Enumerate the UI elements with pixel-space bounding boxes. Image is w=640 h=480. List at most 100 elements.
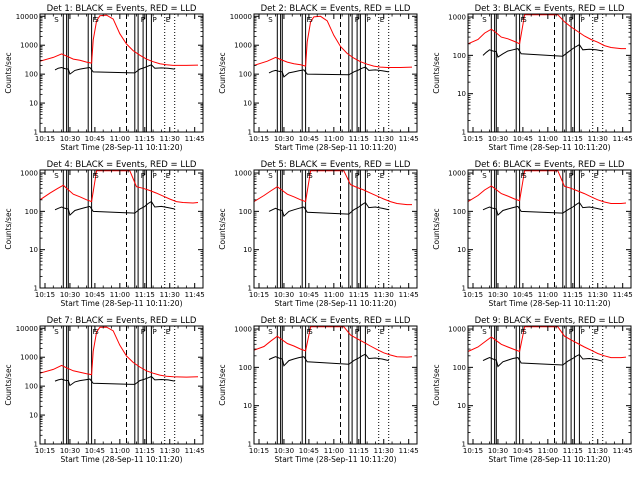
x-tick-label: 11:00 bbox=[324, 447, 344, 455]
y-tick-label: 1000 bbox=[20, 170, 38, 178]
interval-annotation-label: F bbox=[307, 328, 311, 336]
interval-annotation-label: P bbox=[580, 328, 584, 336]
lld-series-line bbox=[253, 326, 413, 358]
x-axis-label: Start Time (28-Sep-11 10:11:20) bbox=[275, 143, 397, 152]
lld-series-line bbox=[39, 326, 199, 378]
interval-annotation-label: F bbox=[93, 328, 97, 336]
interval-annotation-label: S bbox=[308, 16, 313, 24]
interval-annotation-label: P bbox=[580, 16, 584, 24]
x-tick-label: 10:15 bbox=[35, 135, 55, 143]
x-tick-label: 11:30 bbox=[160, 447, 180, 455]
x-tick-label: 11:15 bbox=[135, 447, 155, 455]
x-tick-label: 11:00 bbox=[538, 447, 558, 455]
interval-annotation-label: S bbox=[94, 172, 99, 180]
detector-panel: 1 10 100 1000 10000 10:15 10:30 10:45 11:00 11:15… bbox=[4, 4, 205, 152]
panel-title: Det 2: BLACK = Events, RED = LLD bbox=[261, 4, 411, 14]
interval-annotation-label: P bbox=[141, 328, 145, 336]
interval-annotation-label: P bbox=[366, 172, 370, 180]
interval-annotation-label: S bbox=[268, 328, 273, 336]
x-axis-label: Start Time (28-Sep-11 10:11:20) bbox=[489, 455, 611, 464]
interval-annotation-label: S bbox=[54, 328, 59, 336]
interval-annotation-label: P bbox=[141, 172, 145, 180]
y-tick-label: 1 bbox=[248, 441, 252, 449]
x-tick-label: 10:15 bbox=[463, 135, 483, 143]
y-tick-label: 1 bbox=[34, 129, 38, 137]
y-tick-label: 1000 bbox=[448, 170, 466, 178]
interval-annotation-label: P bbox=[355, 328, 359, 336]
interval-annotation-label: E bbox=[380, 16, 384, 24]
x-tick-label: 11:15 bbox=[349, 447, 369, 455]
x-tick-label: 11:30 bbox=[374, 291, 394, 299]
x-axis-label: Start Time (28-Sep-11 10:11:20) bbox=[275, 455, 397, 464]
x-tick-label: 11:15 bbox=[135, 291, 155, 299]
y-tick-label: 1000 bbox=[234, 326, 252, 334]
events-series-line bbox=[54, 64, 175, 75]
x-tick-label: 11:30 bbox=[160, 135, 180, 143]
x-tick-label: 11:15 bbox=[563, 291, 583, 299]
lld-series-line bbox=[39, 170, 199, 204]
x-tick-label: 10:30 bbox=[60, 291, 80, 299]
y-tick-label: 100 bbox=[453, 208, 466, 216]
x-tick-label: 10:15 bbox=[35, 447, 55, 455]
events-series-line bbox=[268, 201, 389, 218]
x-tick-label: 10:30 bbox=[274, 291, 294, 299]
x-tick-label: 10:15 bbox=[249, 447, 269, 455]
x-axis-label: Start Time (28-Sep-11 10:11:20) bbox=[489, 299, 611, 308]
plot-frame bbox=[253, 13, 418, 133]
detector-panel: 1 10 100 1000 10000 10:15 10:30 10:45 11:00 11:15… bbox=[4, 316, 205, 464]
detector-panel: 1 10 100 1000 10:15 10:30 10:45 11:00 11:15 11:30… bbox=[4, 160, 205, 308]
interval-annotation-label: S bbox=[54, 16, 59, 24]
detector-panel: 1 10 100 1000 10:15 10:30 10:45 11:00 11:15 11:30… bbox=[218, 160, 419, 308]
x-tick-label: 11:15 bbox=[135, 135, 155, 143]
x-axis-label: Start Time (28-Sep-11 10:11:20) bbox=[489, 143, 611, 152]
y-axis-label: Counts/sec bbox=[218, 52, 227, 93]
panel-title: Det 3: BLACK = Events, RED = LLD bbox=[475, 4, 625, 14]
x-tick-label: 10:45 bbox=[85, 135, 105, 143]
x-tick-label: 11:30 bbox=[374, 447, 394, 455]
y-tick-label: 100 bbox=[239, 208, 252, 216]
panel-title: Det 1: BLACK = Events, RED = LLD bbox=[47, 4, 197, 14]
y-tick-label: 1000 bbox=[234, 42, 252, 50]
x-tick-label: 10:30 bbox=[488, 135, 508, 143]
detector-panel: 1 10 100 1000 10:15 10:30 10:45 11:00 11:15 11:30… bbox=[432, 160, 633, 308]
y-axis-label: Counts/sec bbox=[4, 364, 13, 405]
y-tick-label: 1000 bbox=[20, 354, 38, 362]
x-tick-label: 10:45 bbox=[299, 291, 319, 299]
x-tick-label: 11:45 bbox=[185, 447, 205, 455]
plot-frame bbox=[253, 325, 418, 445]
y-axis-label: Counts/sec bbox=[432, 52, 441, 93]
x-tick-label: 10:45 bbox=[513, 291, 533, 299]
y-tick-label: 1 bbox=[462, 285, 466, 293]
y-tick-label: 10 bbox=[457, 246, 466, 254]
interval-annotation-label: P bbox=[355, 172, 359, 180]
x-axis-label: Start Time (28-Sep-11 10:11:20) bbox=[61, 299, 183, 308]
y-axis-label: Counts/sec bbox=[218, 208, 227, 249]
y-tick-label: 1000 bbox=[20, 42, 38, 50]
y-tick-label: 10 bbox=[29, 412, 38, 420]
x-tick-label: 10:45 bbox=[513, 135, 533, 143]
y-tick-label: 100 bbox=[25, 383, 38, 391]
y-tick-label: 1 bbox=[462, 441, 466, 449]
x-tick-label: 11:00 bbox=[110, 447, 130, 455]
x-tick-label: 11:30 bbox=[374, 135, 394, 143]
detector-panel: 1 10 100 1000 10:15 10:30 10:45 11:00 11:15 11:30… bbox=[432, 4, 633, 152]
y-tick-label: 1 bbox=[462, 129, 466, 137]
x-tick-label: 11:30 bbox=[588, 447, 608, 455]
interval-annotation-label: E bbox=[166, 172, 170, 180]
interval-annotation-label: S bbox=[482, 172, 487, 180]
y-tick-label: 10 bbox=[457, 90, 466, 98]
panel-title: Det 4: BLACK = Events, RED = LLD bbox=[47, 160, 197, 170]
x-tick-label: 11:45 bbox=[399, 447, 419, 455]
x-tick-label: 10:30 bbox=[60, 447, 80, 455]
interval-annotation-label: P bbox=[580, 172, 584, 180]
x-axis-label: Start Time (28-Sep-11 10:11:20) bbox=[275, 299, 397, 308]
y-tick-label: 1000 bbox=[448, 326, 466, 334]
y-tick-label: 1 bbox=[248, 129, 252, 137]
x-tick-label: 10:15 bbox=[463, 291, 483, 299]
y-tick-label: 10000 bbox=[16, 325, 38, 333]
interval-annotation-label: P bbox=[569, 172, 573, 180]
x-tick-label: 11:00 bbox=[110, 135, 130, 143]
y-axis-label: Counts/sec bbox=[218, 364, 227, 405]
lld-series-line bbox=[253, 170, 412, 206]
plot-frame bbox=[39, 13, 204, 133]
